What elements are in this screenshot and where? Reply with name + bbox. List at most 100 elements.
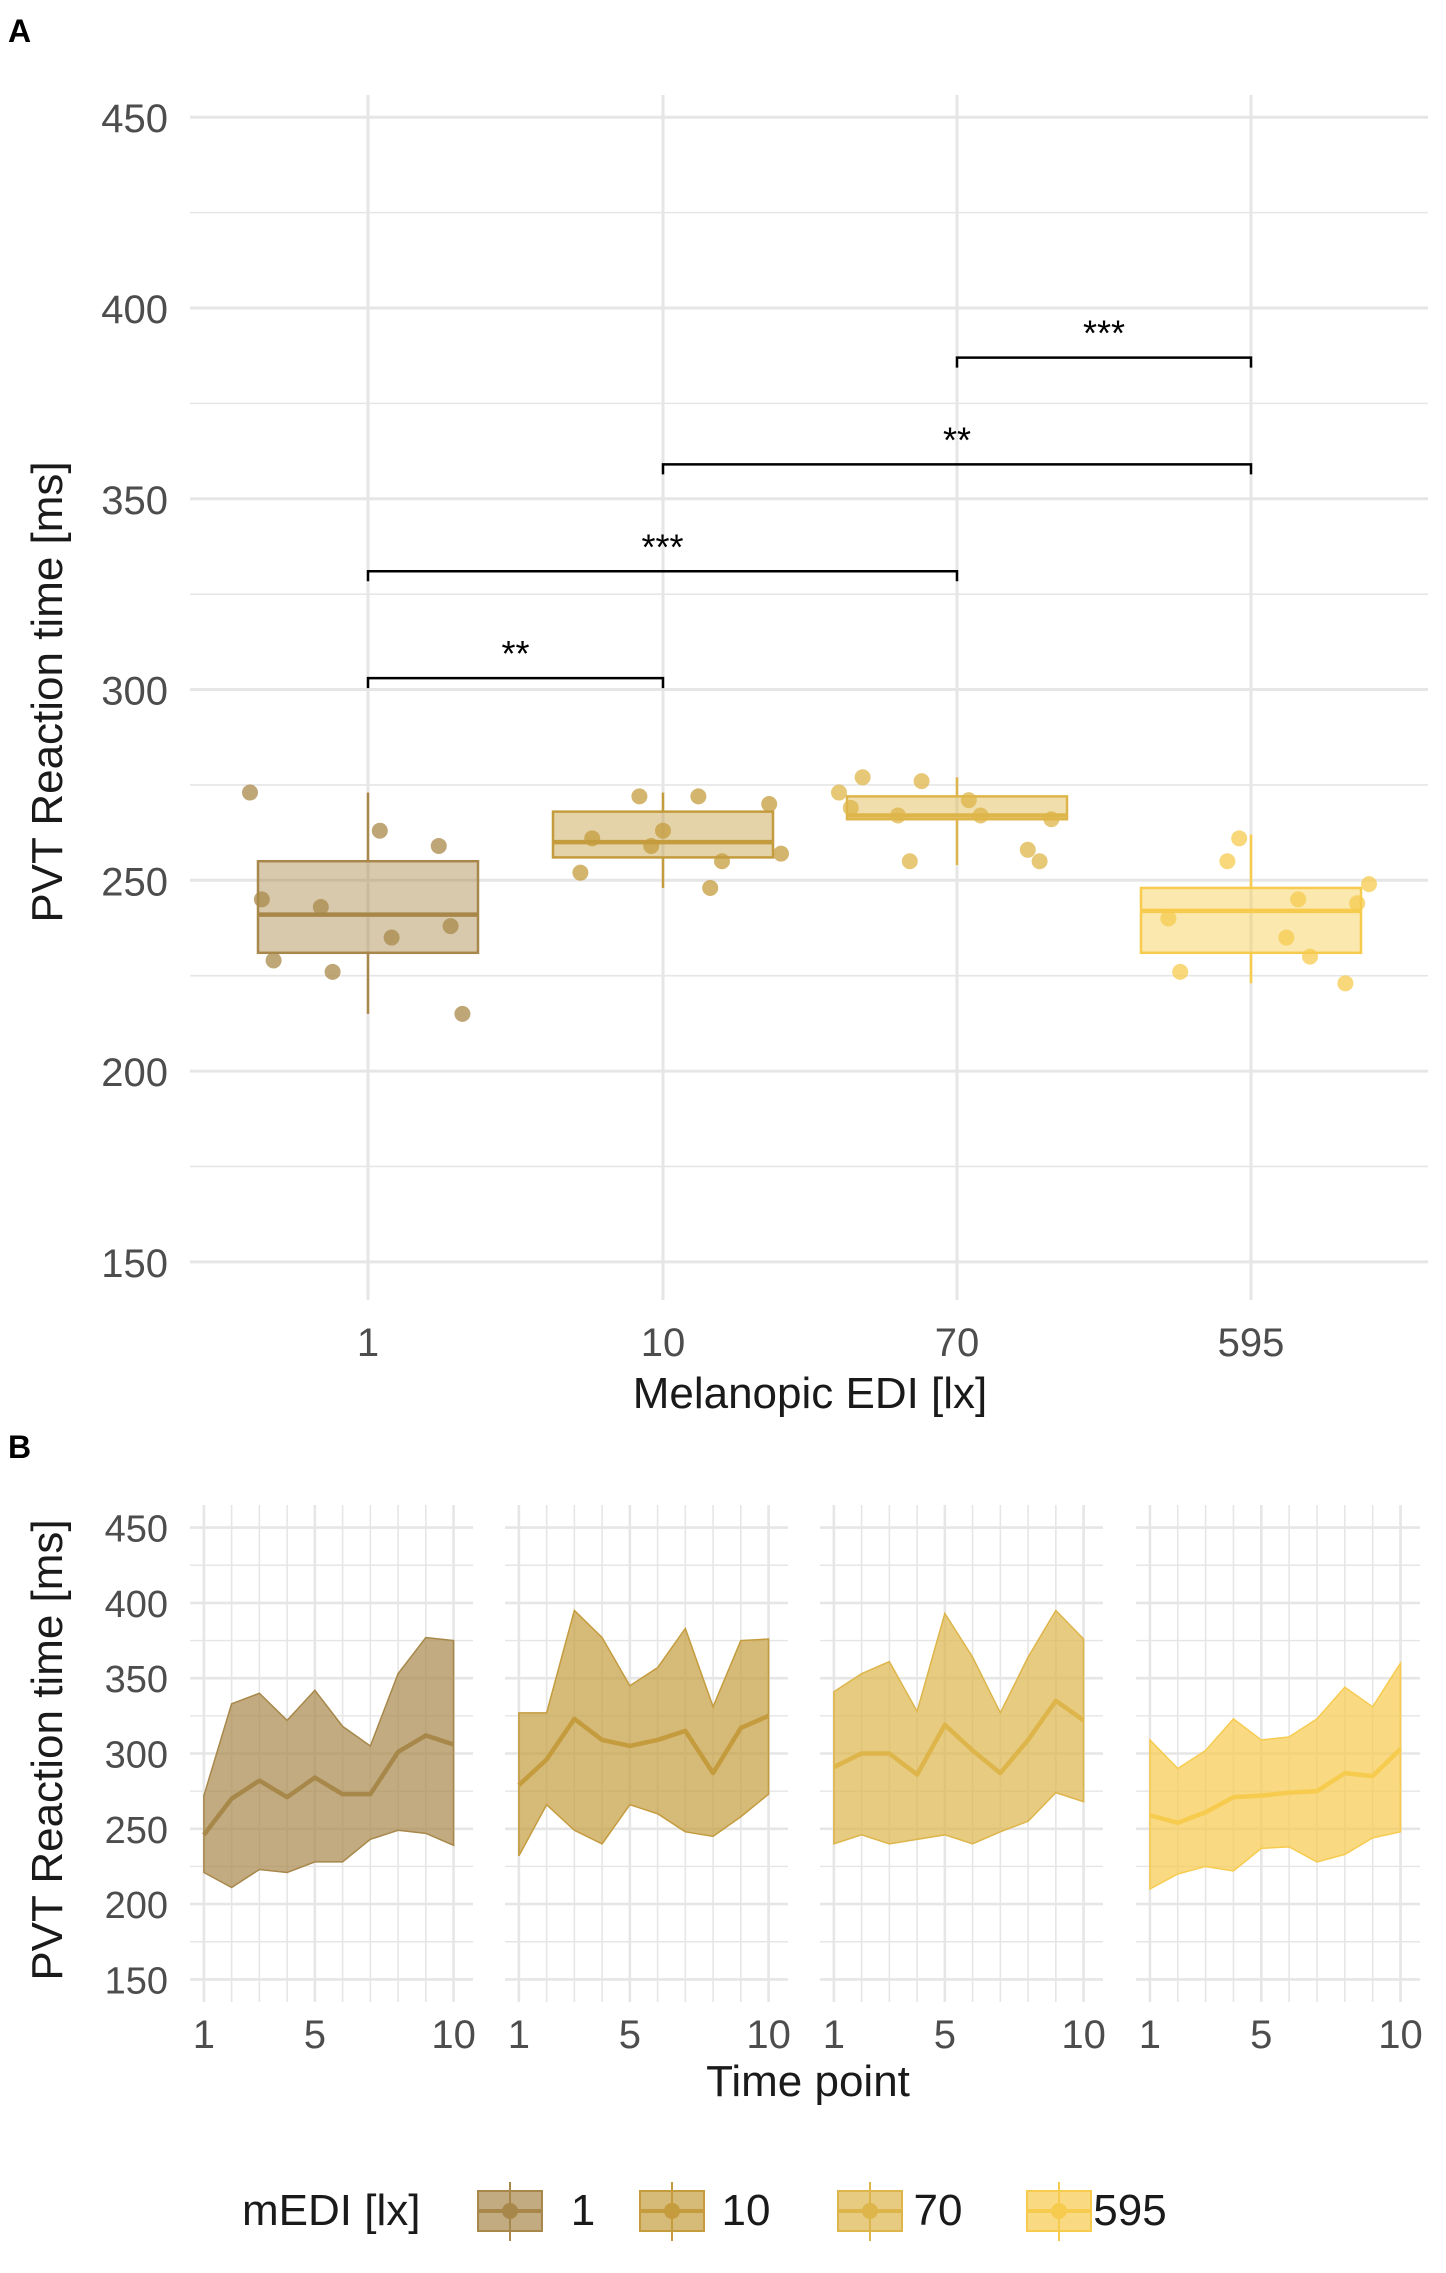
data-point [913,773,930,790]
legend-key-point [862,2203,878,2219]
panel-a-x-tick-label: 1 [357,1321,379,1365]
significance-bracket [661,463,1253,475]
data-point [383,929,400,946]
panel-a-y-tick-label: 450 [101,97,168,141]
panel-a-y-tick-label: 400 [101,288,168,332]
data-point [702,879,719,896]
panel-b-y-tick-label: 450 [105,1509,168,1551]
box-iqr [1139,886,1363,955]
facet-ribbon [518,1608,770,1857]
panel-a-y-tick-label: 200 [101,1051,168,1095]
data-point [1337,975,1354,992]
panel-a-label: A [8,13,31,49]
panel-b-y-tick-label: 150 [105,1960,168,2002]
panel-b-y-tick-labels: 150 200 250 300 350 400 450 [105,1509,168,2003]
panel-b-y-tick-label: 200 [105,1885,168,1927]
facet-ribbon [1149,1660,1402,1891]
data-point [655,822,671,839]
legend-item: 70 [837,2182,963,2241]
facet-x-tick-label: 10 [1061,2013,1106,2057]
facet-595: 1 5 10 [1136,1505,1423,2057]
legend-title: mEDI [lx] [242,2186,420,2235]
legend-key-point [502,2203,518,2219]
data-point [253,891,270,908]
facet-x-tick-label: 5 [934,2013,956,2057]
data-point [890,807,906,824]
data-point [631,788,648,805]
significance-label: *** [1083,313,1125,354]
panel-a-x-tick-label: 595 [1218,1321,1285,1365]
facet-x-tick-label: 10 [746,2013,791,2057]
panel-a-y-tick-label: 150 [101,1242,168,1286]
legend-items: 1 10 70 595 [477,2182,1167,2241]
data-point [972,807,989,824]
panel-a-y-axis-title: PVT Reaction time [ms] [23,461,72,922]
facet-x-tick-label: 1 [823,2013,845,2057]
panel-b: B 1 5 10 1 5 10 1 5 10 1 5 10 150200250300350400450… [8,1429,1423,2106]
panel-a-boxes [256,777,1363,1014]
significance-label: *** [641,526,683,567]
data-point [1172,963,1189,980]
panel-b-facets: 1 5 10 1 5 10 1 5 10 1 5 10 [190,1505,1423,2057]
facet-1: 1 5 10 [190,1505,476,2057]
panel-a-x-tick-labels: 1 10 70 595 [357,1321,1285,1365]
data-point [1278,929,1295,946]
data-point [454,1005,471,1022]
data-point [842,799,859,816]
data-point [1219,853,1236,870]
data-point [324,963,341,980]
data-point [371,822,388,839]
legend-key-point [1051,2203,1067,2219]
facet-x-tick-label: 5 [1250,2013,1272,2057]
significance-bracket [366,570,959,582]
panel-b-y-tick-label: 250 [105,1810,168,1852]
panel-b-y-tick-label: 300 [105,1735,168,1777]
data-point [430,837,447,854]
panel-b-x-axis-title: Time point [706,2057,910,2106]
data-point [1031,853,1048,870]
legend-key-point [664,2203,680,2219]
data-point [1290,891,1307,908]
data-point [901,853,918,870]
facet-x-tick-label: 1 [193,2013,215,2057]
legend-label: 1 [571,2186,595,2235]
facet-70: 1 5 10 [820,1505,1106,2057]
legend: mEDI [lx] 1 10 70 595 [242,2182,1167,2241]
facet-mean-line [517,1713,770,1787]
data-point [1160,910,1177,927]
data-point [773,845,789,862]
data-point [1349,895,1366,912]
legend-label: 70 [914,2186,963,2235]
facet-ribbon [833,1609,1085,1845]
data-point [572,864,589,881]
data-point [1361,876,1377,893]
facet-x-tick-label: 1 [1139,2013,1161,2057]
data-point [242,784,258,801]
panel-b-y-tick-label: 400 [105,1584,168,1626]
data-point [312,899,329,916]
facet-x-tick-label: 1 [508,2013,530,2057]
data-point [960,792,977,809]
data-point [690,788,707,805]
facet-mean-line [832,1698,1085,1777]
significance-bracket [955,356,1253,368]
data-point [1043,811,1060,828]
panel-a-x-tick-label: 10 [641,1321,686,1365]
box-iqr [256,859,480,955]
data-point [442,918,459,935]
panel-a-significance-brackets: ********** [366,313,1253,689]
facet-mean-line [1149,1747,1403,1826]
panel-b-y-axis-title: PVT Reaction time [ms] [23,1519,72,1980]
significance-label: ** [501,633,529,674]
panel-a-x-axis-title: Melanopic EDI [lx] [633,1369,988,1418]
facet-ribbon [203,1636,455,1889]
facet-x-tick-label: 5 [619,2013,641,2057]
panel-a-y-tick-label: 300 [101,670,168,714]
panel-a-x-tick-label: 70 [935,1321,980,1365]
data-point [584,830,601,847]
facet-10: 1 5 10 [505,1505,791,2057]
data-point [1302,948,1318,965]
data-point [761,796,778,812]
